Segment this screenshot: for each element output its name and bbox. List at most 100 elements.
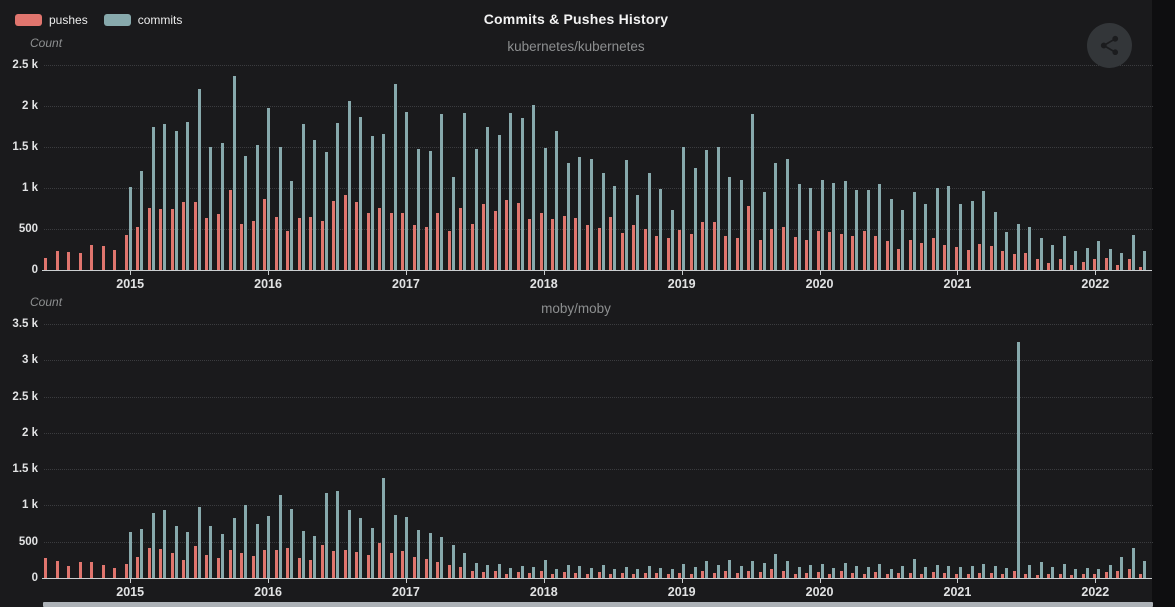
bar-pushes[interactable]: [90, 245, 94, 270]
bar-commits[interactable]: [186, 122, 190, 270]
bar-pushes[interactable]: [943, 245, 947, 270]
bar-pushes[interactable]: [966, 250, 970, 270]
bar-commits[interactable]: [1143, 251, 1147, 270]
bar-commits[interactable]: [1085, 567, 1089, 578]
bar-commits[interactable]: [359, 116, 363, 270]
bar-pushes[interactable]: [539, 570, 543, 578]
bar-commits[interactable]: [1028, 564, 1032, 578]
bar-pushes[interactable]: [1047, 262, 1051, 270]
bar-commits[interactable]: [705, 561, 709, 578]
bar-pushes[interactable]: [805, 572, 809, 578]
bar-commits[interactable]: [589, 159, 593, 270]
bar-commits[interactable]: [601, 173, 605, 270]
bar-commits[interactable]: [128, 532, 132, 578]
bar-commits[interactable]: [636, 195, 640, 270]
bar-pushes[interactable]: [874, 572, 878, 578]
bar-commits[interactable]: [428, 533, 432, 578]
bar-commits[interactable]: [151, 126, 155, 270]
bar-pushes[interactable]: [459, 567, 463, 578]
bar-commits[interactable]: [497, 134, 501, 270]
bar-pushes[interactable]: [885, 241, 889, 270]
bar-pushes[interactable]: [1001, 251, 1005, 270]
bar-commits[interactable]: [405, 111, 409, 270]
bar-pushes[interactable]: [620, 233, 624, 270]
bar-pushes[interactable]: [251, 220, 255, 270]
bar-commits[interactable]: [647, 173, 651, 270]
bar-pushes[interactable]: [124, 234, 128, 270]
bar-pushes[interactable]: [320, 220, 324, 270]
bar-pushes[interactable]: [574, 572, 578, 578]
bar-pushes[interactable]: [724, 570, 728, 578]
bar-pushes[interactable]: [1093, 259, 1097, 270]
bar-commits[interactable]: [474, 562, 478, 578]
bar-commits[interactable]: [751, 113, 755, 270]
bar-commits[interactable]: [301, 124, 305, 270]
bar-pushes[interactable]: [562, 215, 566, 270]
bar-pushes[interactable]: [343, 550, 347, 578]
bar-pushes[interactable]: [147, 548, 151, 578]
bar-pushes[interactable]: [182, 559, 186, 578]
bar-pushes[interactable]: [712, 222, 716, 270]
bar-commits[interactable]: [670, 569, 674, 578]
bar-commits[interactable]: [255, 524, 259, 578]
bar-pushes[interactable]: [136, 227, 140, 270]
bar-pushes[interactable]: [286, 547, 290, 578]
bar-commits[interactable]: [486, 126, 490, 270]
bar-commits[interactable]: [705, 150, 709, 270]
bar-commits[interactable]: [382, 133, 386, 270]
bar-commits[interactable]: [347, 510, 351, 578]
bar-commits[interactable]: [912, 192, 916, 270]
bar-commits[interactable]: [451, 177, 455, 270]
bar-pushes[interactable]: [55, 561, 59, 578]
bar-commits[interactable]: [244, 156, 248, 270]
bar-commits[interactable]: [244, 504, 248, 578]
bar-pushes[interactable]: [1093, 573, 1097, 578]
bar-pushes[interactable]: [609, 574, 613, 578]
bar-pushes[interactable]: [551, 219, 555, 270]
bar-pushes[interactable]: [793, 237, 797, 270]
bar-pushes[interactable]: [943, 572, 947, 578]
bar-commits[interactable]: [728, 559, 732, 578]
bar-commits[interactable]: [151, 513, 155, 578]
bar-commits[interactable]: [163, 509, 167, 578]
bar-commits[interactable]: [958, 204, 962, 270]
bar-commits[interactable]: [393, 83, 397, 270]
bar-pushes[interactable]: [251, 555, 255, 578]
bar-pushes[interactable]: [424, 559, 428, 578]
bar-commits[interactable]: [555, 131, 559, 270]
bar-commits[interactable]: [716, 564, 720, 578]
bar-commits[interactable]: [993, 211, 997, 270]
bar-pushes[interactable]: [90, 562, 94, 578]
bar-commits[interactable]: [451, 544, 455, 578]
bar-pushes[interactable]: [263, 549, 267, 578]
bar-commits[interactable]: [140, 170, 144, 270]
bar-commits[interactable]: [220, 142, 224, 270]
bar-commits[interactable]: [520, 118, 524, 270]
bar-pushes[interactable]: [124, 563, 128, 578]
bar-commits[interactable]: [982, 191, 986, 270]
bar-pushes[interactable]: [655, 235, 659, 270]
bar-commits[interactable]: [566, 162, 570, 270]
bar-pushes[interactable]: [147, 208, 151, 270]
bar-commits[interactable]: [682, 147, 686, 270]
bar-commits[interactable]: [693, 567, 697, 578]
bar-commits[interactable]: [832, 183, 836, 270]
bar-commits[interactable]: [532, 105, 536, 270]
bar-pushes[interactable]: [240, 552, 244, 578]
bar-pushes[interactable]: [1024, 252, 1028, 270]
bar-pushes[interactable]: [182, 201, 186, 270]
bar-commits[interactable]: [982, 563, 986, 578]
bar-pushes[interactable]: [585, 573, 589, 578]
bar-pushes[interactable]: [113, 250, 117, 270]
bar-commits[interactable]: [324, 151, 328, 270]
bar-pushes[interactable]: [782, 571, 785, 578]
bar-commits[interactable]: [520, 566, 524, 578]
bar-pushes[interactable]: [193, 546, 197, 578]
bar-pushes[interactable]: [78, 562, 82, 578]
bar-commits[interactable]: [786, 561, 789, 578]
bar-pushes[interactable]: [101, 564, 105, 578]
bar-commits[interactable]: [209, 147, 213, 270]
bar-pushes[interactable]: [436, 212, 440, 270]
bar-commits[interactable]: [1051, 567, 1055, 578]
bar-commits[interactable]: [670, 210, 674, 270]
